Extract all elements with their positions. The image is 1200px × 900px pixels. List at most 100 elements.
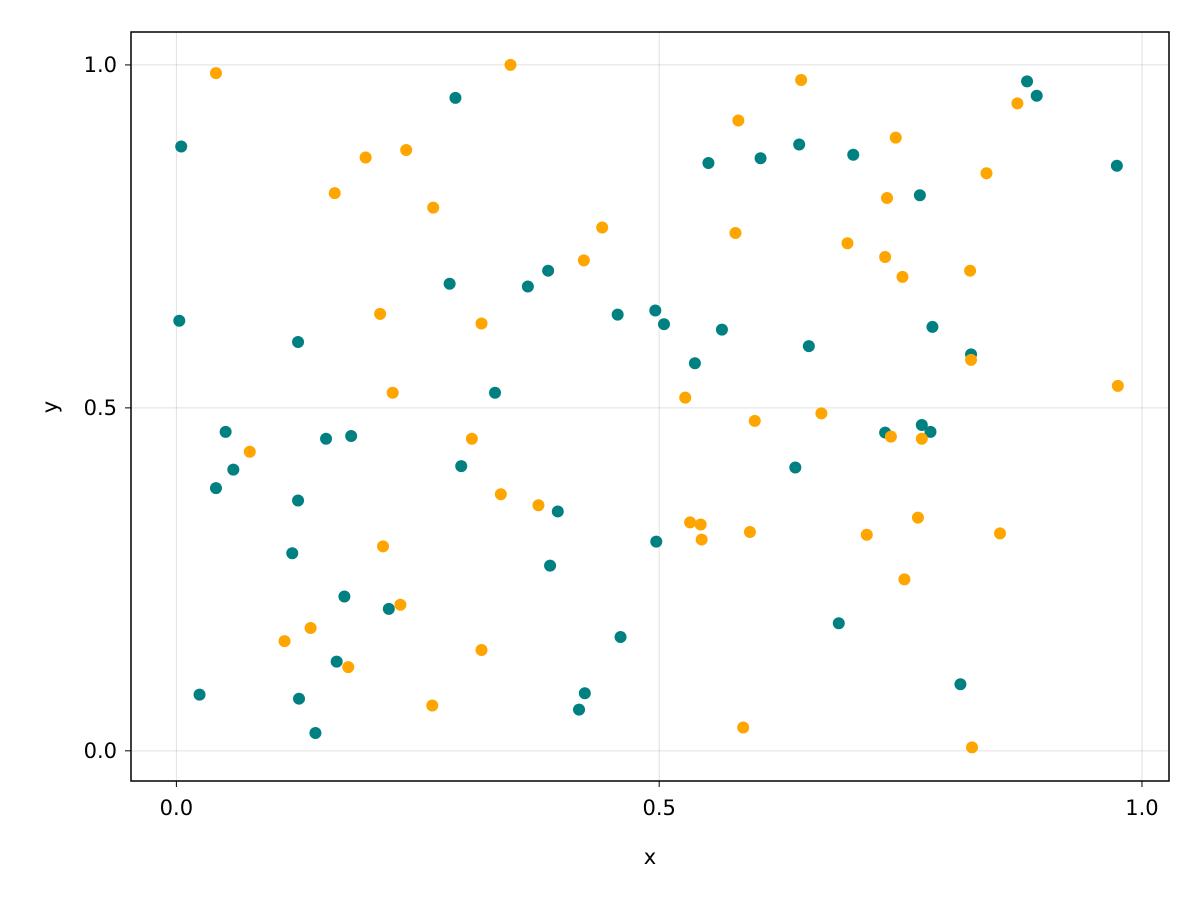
scatter-point [227, 463, 240, 476]
scatter-point [175, 140, 188, 153]
scatter-point [328, 187, 341, 200]
scatter-point [795, 74, 808, 87]
scatter-point [382, 602, 395, 615]
scatter-point [475, 317, 488, 330]
scatter-point [542, 264, 555, 277]
scatter-point [860, 528, 873, 541]
scatter-point [688, 357, 701, 370]
scatter-point [743, 526, 756, 539]
scatter-point [596, 221, 609, 234]
scatter-point [330, 655, 343, 668]
x-tick-label: 1.0 [1125, 796, 1158, 820]
scatter-point [293, 692, 306, 705]
scatter-point [345, 429, 358, 442]
scatter-point [915, 419, 928, 432]
scatter-point [924, 425, 937, 438]
scatter-point [377, 540, 390, 553]
scatter-point [732, 114, 745, 127]
scatter-point [443, 277, 456, 290]
scatter-point [193, 688, 206, 701]
scatter-point [386, 386, 399, 399]
y-tick-label: 1.0 [84, 53, 117, 77]
scatter-point [748, 414, 761, 427]
scatter-point [400, 143, 413, 156]
scatter-point [489, 386, 502, 399]
scatter-point [426, 699, 439, 712]
scatter-point [702, 157, 715, 170]
scatter-point [1110, 159, 1123, 172]
scatter-point [292, 494, 305, 507]
scatter-point [243, 445, 256, 458]
scatter-point [521, 280, 534, 293]
scatter-point [881, 191, 894, 204]
scatter-point [884, 430, 897, 443]
scatter-point [994, 527, 1007, 540]
scatter-point [292, 336, 305, 349]
scatter-point [832, 617, 845, 630]
scatter-point [465, 432, 478, 445]
scatter-point [320, 432, 333, 445]
scatter-point [455, 460, 468, 473]
scatter-point [879, 250, 892, 263]
scatter-point [544, 559, 557, 572]
scatter-point [1111, 379, 1124, 392]
y-tick-label: 0.0 [84, 739, 117, 763]
scatter-point [309, 726, 322, 739]
scatter-point [815, 407, 828, 420]
scatter-point [573, 703, 586, 716]
scatter-point [926, 320, 939, 333]
y-tick-label: 0.5 [84, 396, 117, 420]
scatter-point [578, 687, 591, 700]
scatter-point [449, 91, 462, 104]
grid-lines [131, 32, 1169, 781]
scatter-point [737, 721, 750, 734]
scatter-point [304, 622, 317, 635]
scatter-point [173, 314, 186, 327]
scatter-point [789, 461, 802, 474]
scatter-point [964, 264, 977, 277]
series-2 [209, 58, 1124, 754]
scatter-point [1011, 97, 1024, 110]
scatter-point [694, 518, 707, 531]
scatter-point [695, 533, 708, 546]
scatter-point [209, 67, 222, 80]
x-tick-label: 0.0 [160, 796, 193, 820]
scatter-point [684, 516, 697, 529]
scatter-point [729, 226, 742, 239]
scatter-point [911, 511, 924, 524]
scatter-point [649, 304, 662, 317]
scatter-point [1021, 75, 1034, 88]
scatter-point [338, 590, 351, 603]
scatter-point [532, 499, 545, 512]
scatter-point [954, 678, 967, 691]
scatter-point [898, 573, 911, 586]
scatter-point [286, 547, 299, 560]
scatter-point [896, 270, 909, 283]
series-1 [173, 75, 1123, 739]
plot-frame [130, 31, 1170, 782]
scatter-point [219, 425, 232, 438]
scatter-point [915, 432, 928, 445]
scatter-point [715, 323, 728, 336]
scatter-point [679, 391, 692, 404]
scatter-point [754, 152, 767, 165]
scatter-point [209, 482, 222, 495]
scatter-point [374, 307, 387, 320]
scatter-point [980, 167, 993, 180]
scatter-point [793, 138, 806, 151]
scatter-points [173, 58, 1124, 754]
x-axis-label: x [644, 845, 656, 869]
scatter-point [494, 488, 507, 501]
scatter-point [965, 353, 978, 366]
scatter-point [551, 505, 564, 518]
scatter-point [577, 254, 590, 267]
scatter-point [278, 635, 291, 648]
scatter-point [802, 340, 815, 353]
scatter-point [359, 151, 372, 164]
scatter-point [658, 318, 671, 331]
scatter-point [847, 148, 860, 161]
scatter-point [841, 237, 854, 250]
scatter-point [475, 643, 488, 656]
axis-ticks: 0.0 0.5 1.0 0.0 0.5 1.0 [84, 53, 1159, 820]
